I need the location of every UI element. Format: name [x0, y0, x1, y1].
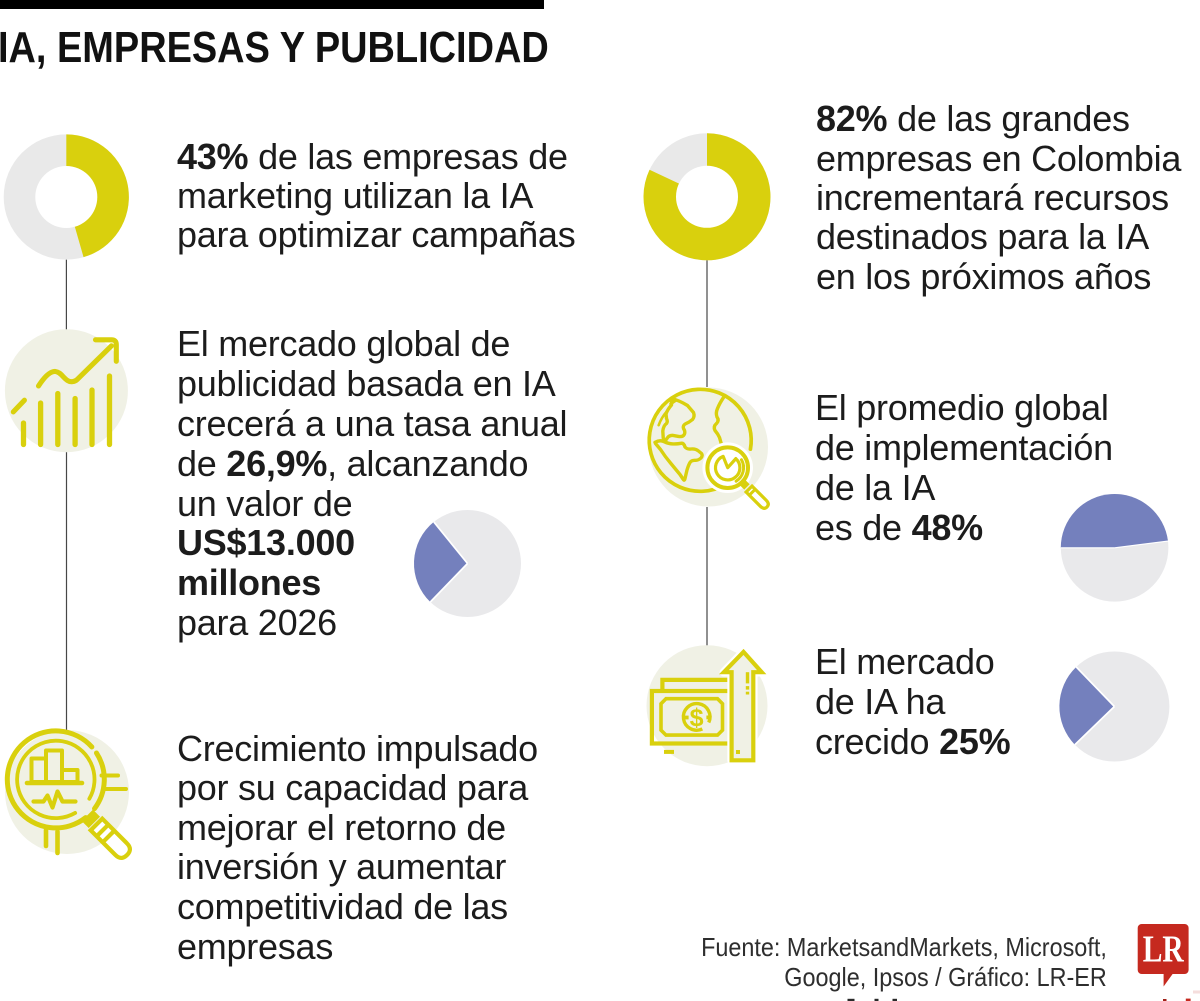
svg-text:$: $ [690, 704, 704, 732]
svg-text:LR: LR [1143, 928, 1184, 970]
